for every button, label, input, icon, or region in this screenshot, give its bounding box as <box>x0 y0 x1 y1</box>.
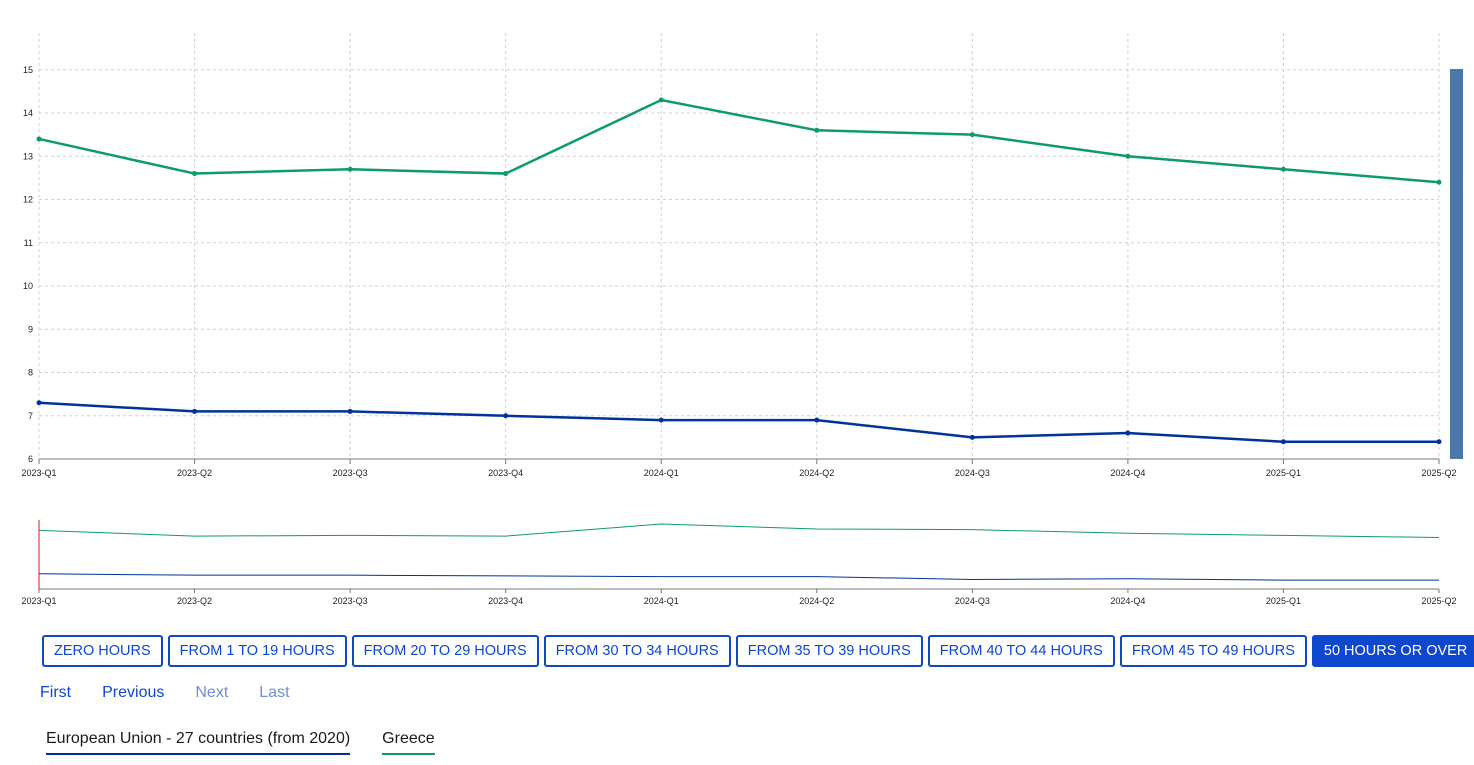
from-40-to-44-hours-button[interactable]: FROM 40 TO 44 HOURS <box>927 635 1115 667</box>
data-point-greece <box>814 127 820 133</box>
first-page-link[interactable]: First <box>40 684 72 701</box>
x-tick-label: 2024-Q3 <box>955 468 990 478</box>
data-point-eu <box>658 417 664 423</box>
data-point-eu <box>814 417 820 423</box>
data-point-greece <box>36 136 42 142</box>
navigator-tick-label: 2024-Q2 <box>799 596 834 606</box>
series-line-greece <box>38 98 1440 184</box>
zero-hours-button[interactable]: ZERO HOURS <box>42 635 163 667</box>
x-tick-label: 2024-Q1 <box>644 468 679 478</box>
navigator-tick-label: 2023-Q4 <box>488 596 523 606</box>
navigator-line-eu <box>38 573 1439 581</box>
y-tick-label: 12 <box>23 195 33 205</box>
next-page-link[interactable]: Next <box>195 684 229 701</box>
from-45-to-49-hours-button[interactable]: FROM 45 TO 49 HOURS <box>1119 635 1307 667</box>
from-30-to-34-hours-button[interactable]: FROM 30 TO 34 HOURS <box>543 635 731 667</box>
data-point-greece <box>1436 179 1442 185</box>
hours-filter-buttons: ZERO HOURS FROM 1 TO 19 HOURS FROM 20 TO… <box>42 635 1474 667</box>
x-tick-label: 2025-Q1 <box>1266 468 1301 478</box>
data-point-greece <box>658 97 664 103</box>
x-tick-label: 2024-Q2 <box>799 468 834 478</box>
data-point-greece <box>1125 153 1131 159</box>
y-tick-label: 7 <box>28 411 33 421</box>
legend-item-greece[interactable]: Greece <box>382 730 435 755</box>
vertical-scrollbar[interactable] <box>1450 69 1463 459</box>
y-tick-label: 8 <box>28 368 33 378</box>
data-point-eu <box>1125 430 1131 436</box>
y-tick-label: 11 <box>24 238 33 248</box>
data-point-eu <box>347 408 353 414</box>
x-tick-label: 2025-Q2 <box>1421 468 1456 478</box>
data-point-eu <box>36 400 42 406</box>
chart-legend: European Union - 27 countries (from 2020… <box>46 730 435 755</box>
previous-page-link[interactable]: Previous <box>102 684 165 701</box>
data-point-greece <box>1280 166 1286 172</box>
navigator-tick-label: 2024-Q4 <box>1110 596 1145 606</box>
data-point-greece <box>969 132 975 138</box>
navigator-line-greece <box>38 523 1440 539</box>
from-1-to-19-hours-button[interactable]: FROM 1 TO 19 HOURS <box>167 635 347 667</box>
from-35-to-39-hours-button[interactable]: FROM 35 TO 39 HOURS <box>735 635 923 667</box>
last-page-link[interactable]: Last <box>259 684 290 701</box>
navigator-tick-label: 2025-Q2 <box>1421 596 1456 606</box>
legend-item-eu[interactable]: European Union - 27 countries (from 2020… <box>46 730 351 755</box>
navigator-chart[interactable]: 2023-Q1 2023-Q2 2023-Q3 2023-Q4 2024-Q1 2024-… <box>0 510 1474 610</box>
navigator-tick-label: 2023-Q2 <box>177 596 212 606</box>
y-tick-label: 15 <box>23 65 33 75</box>
50-hours-or-over-button[interactable]: 50 HOURS OR OVER <box>1311 635 1474 667</box>
data-point-greece <box>347 166 353 172</box>
y-tick-label: 13 <box>23 151 33 161</box>
data-point-greece <box>503 171 509 177</box>
y-tick-label: 9 <box>28 324 33 334</box>
navigator-tick-label: 2025-Q1 <box>1266 596 1301 606</box>
navigator-tick-label: 2024-Q1 <box>644 596 679 606</box>
data-point-eu <box>192 408 198 414</box>
navigator-tick-label: 2024-Q3 <box>955 596 990 606</box>
data-point-greece <box>192 171 198 177</box>
main-line-chart: 6 7 8 9 10 11 12 13 14 15 2023-Q1 2023-Q2 2023-Q3 202… <box>21 33 1457 478</box>
from-20-to-29-hours-button[interactable]: FROM 20 TO 29 HOURS <box>351 635 539 667</box>
x-tick-label: 2023-Q3 <box>333 468 368 478</box>
data-point-eu <box>1436 439 1442 445</box>
data-point-eu <box>969 434 975 440</box>
series-line-eu <box>38 401 1439 443</box>
x-tick-label: 2023-Q2 <box>177 468 212 478</box>
y-tick-label: 14 <box>23 108 33 118</box>
data-point-eu <box>1280 439 1286 445</box>
x-tick-label: 2023-Q1 <box>21 468 56 478</box>
x-tick-label: 2024-Q4 <box>1110 468 1145 478</box>
navigator-tick-label: 2023-Q3 <box>333 596 368 606</box>
data-point-eu <box>503 413 509 419</box>
y-tick-label: 6 <box>28 454 33 464</box>
navigator-tick-label: 2023-Q1 <box>21 596 56 606</box>
pagination: First Previous Next Last <box>40 684 290 702</box>
y-tick-label: 10 <box>23 281 33 291</box>
x-tick-label: 2023-Q4 <box>488 468 523 478</box>
